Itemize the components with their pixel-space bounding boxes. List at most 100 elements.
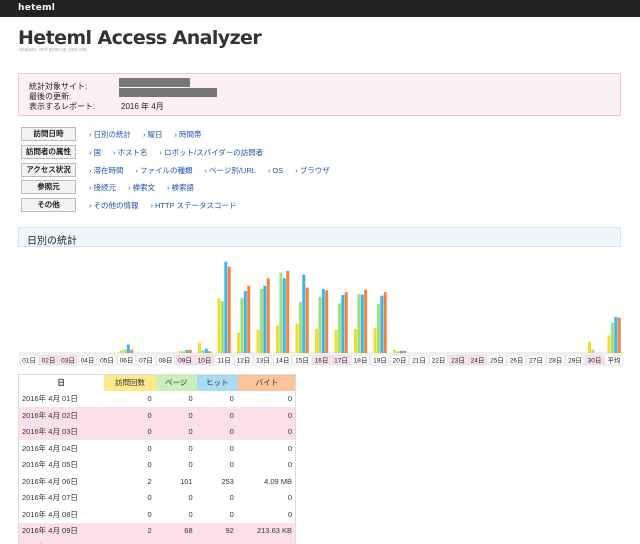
x-tick-box <box>19 354 39 366</box>
x-tick-box <box>390 354 409 366</box>
x-tick-label: 10日 <box>198 357 212 365</box>
x-tick-box <box>214 354 234 366</box>
bar-pages <box>298 302 302 353</box>
x-tick-label: 01日 <box>22 357 36 365</box>
x-tick-label: 18日 <box>354 357 368 365</box>
bar-bytes <box>247 285 251 353</box>
bar-bytes <box>286 270 290 353</box>
bar-pages <box>318 296 322 353</box>
x-tick-box <box>507 354 526 366</box>
bar-hits <box>204 348 208 353</box>
cell-bytes: 4.09 MB <box>264 476 292 486</box>
bar-pages <box>181 351 185 353</box>
nav-link[interactable]: HTTP ステータスコード <box>151 201 237 210</box>
x-tick-label: 13日 <box>256 357 270 365</box>
nav-links: 国 ホスト名 ロボット/スパイダーの訪問者 <box>89 147 275 158</box>
nav-link[interactable]: 国 <box>89 148 101 157</box>
bar-visits <box>334 329 338 353</box>
x-tick-label: 29日 <box>568 357 582 365</box>
cell-pages: 0 <box>188 460 193 470</box>
x-tick-box <box>585 354 604 366</box>
nav-link[interactable]: 時間帯 <box>175 130 202 139</box>
top-bar: heteml <box>0 0 640 17</box>
x-tick-box <box>448 354 468 366</box>
nav-links: 日別の統計 曜日 時間帯 <box>89 129 214 140</box>
x-tick-label: 30日 <box>588 357 602 365</box>
table-header-row: 日 訪問回数 ページ ヒット バイト <box>18 374 296 391</box>
cell-pages: 0 <box>155 407 197 424</box>
x-tick-label: 17日 <box>334 357 348 365</box>
x-tick-label: 04日 <box>81 357 95 365</box>
bar-visits <box>393 349 396 353</box>
x-tick-label: 24日 <box>471 357 485 365</box>
cell-pages: 0 <box>188 443 193 453</box>
col-bytes: バイト <box>237 374 296 391</box>
bar-visits <box>276 325 279 353</box>
bar-bytes <box>344 292 348 353</box>
x-tick-label: 20日 <box>393 357 407 365</box>
daily-stats-title: 日別の統計 <box>27 236 77 247</box>
redacted-site-name <box>119 78 190 87</box>
bar-bytes <box>130 349 134 353</box>
x-tick-box <box>156 354 175 366</box>
bar-bytes <box>188 349 192 353</box>
nav-link[interactable]: 接続元 <box>89 183 116 192</box>
bar-hits <box>126 344 130 353</box>
nav-link[interactable]: 滞在時間 <box>89 166 124 175</box>
x-tick-box <box>604 354 624 366</box>
cell-visits: 0 <box>147 509 152 519</box>
x-tick-label: 平均 <box>608 356 622 365</box>
x-tick-label: 25日 <box>490 357 504 365</box>
x-tick-box <box>97 354 117 366</box>
x-tick-box <box>175 354 195 366</box>
col-pages: ページ <box>155 374 197 391</box>
x-tick-label: 14日 <box>276 357 290 365</box>
nav-link[interactable]: ページ別/URL <box>205 166 256 175</box>
x-tick-label: 21日 <box>412 357 426 365</box>
cell-pages <box>155 539 197 544</box>
heteml-logo[interactable]: heteml <box>18 3 56 13</box>
nav-link[interactable]: OS <box>268 166 283 175</box>
x-tick-label: 02日 <box>42 357 56 365</box>
bar-hits <box>224 261 228 353</box>
x-tick-label: 08日 <box>159 357 173 365</box>
nav-link[interactable]: ロボット/スパイダーの訪問者 <box>160 148 264 157</box>
x-tick-box <box>117 354 136 366</box>
table-row: 2016年 4月 05日 0 0 0 0 <box>18 457 296 474</box>
x-tick-label: 12日 <box>237 357 251 365</box>
cell-bytes <box>237 539 296 544</box>
cell-bytes: 213.63 KB <box>237 522 296 539</box>
bar-visits <box>256 329 260 353</box>
bar-visits <box>607 335 611 353</box>
nav-link[interactable]: その他の情報 <box>89 201 139 210</box>
cell-visits <box>104 539 156 544</box>
daily-stats-header: 日別の統計 <box>18 227 621 247</box>
nav-link[interactable]: 日別の統計 <box>89 130 131 139</box>
nav-link[interactable]: 検索語 <box>167 183 194 192</box>
nav-link[interactable]: ファイルの種類 <box>136 166 193 175</box>
x-tick-box <box>546 354 565 366</box>
bar-pages <box>396 351 400 353</box>
bar-bytes <box>403 350 407 353</box>
bar-hits <box>302 274 306 353</box>
nav-link[interactable]: ブラウザ <box>295 166 330 175</box>
nav-links: 接続元 検索文 検索語 <box>89 182 206 193</box>
bar-visits <box>354 328 357 353</box>
nav-link[interactable]: ホスト名 <box>113 148 148 157</box>
report-info-box: 統計対象サイト: 最後の更新: 表示するレポート: 2016 年 4月 <box>18 73 621 116</box>
cell-bytes: 0 <box>237 423 296 440</box>
nav-link[interactable]: 検索文 <box>128 183 155 192</box>
nav-link[interactable]: 曜日 <box>143 130 163 139</box>
cell-bytes: 0 <box>287 493 292 503</box>
daily-stats-table: 日 訪問回数 ページ ヒット バイト 2016年 4月 01日 0 0 0 0 2016年… <box>18 374 296 544</box>
nav-category: 参照元 <box>21 180 76 194</box>
bar-visits <box>217 298 221 353</box>
x-tick-box <box>409 354 429 366</box>
bar-bytes <box>383 292 387 353</box>
cell-pages: 101 <box>180 476 193 486</box>
table-row: 2016年 4月 03日 0 0 0 0 <box>18 423 296 440</box>
cell-visits: 2 <box>147 476 152 486</box>
bar-hits <box>614 316 618 353</box>
table-row: 2016年 4月 08日 0 0 0 0 <box>18 506 296 523</box>
x-tick-box <box>195 354 214 366</box>
